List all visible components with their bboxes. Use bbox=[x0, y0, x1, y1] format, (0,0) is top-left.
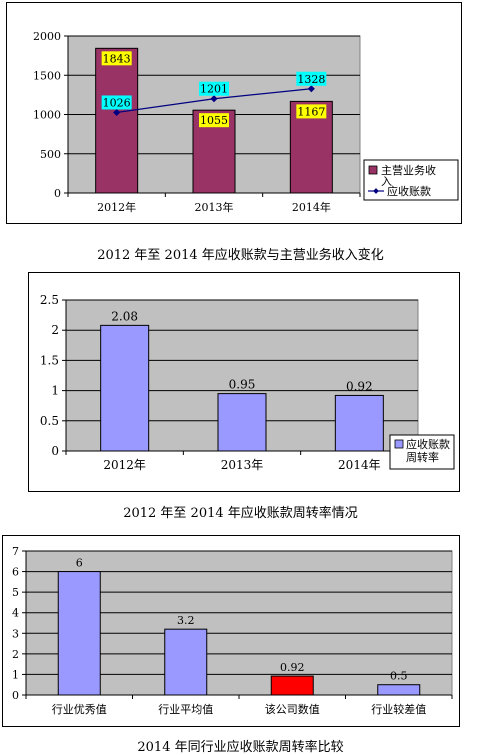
y-tick-label: 2.5 bbox=[40, 293, 59, 307]
chart-turnover-trend-svg: 0 0.5 1 1.5 2 2.5 2012年 2013年 2014年 2.08 0.95 0.92 应… bbox=[28, 272, 460, 492]
bar bbox=[334, 394, 384, 452]
data-label-bg bbox=[101, 51, 132, 66]
y-tick-label: 6 bbox=[12, 566, 19, 579]
data-label: 1328 bbox=[297, 73, 325, 86]
chart-revenue-receivables: 0 500 1000 1500 2000 2012年 2013年 2014年 1843 1055 1… bbox=[6, 2, 462, 224]
legend-box bbox=[363, 159, 459, 201]
x-tick-label: 该公司数值 bbox=[265, 702, 320, 716]
x-tick-label: 行业较差值 bbox=[371, 702, 426, 716]
y-tick-label: 0 bbox=[51, 444, 59, 458]
x-tick-label: 2013年 bbox=[221, 458, 264, 472]
data-label-bg bbox=[101, 95, 132, 110]
x-tick-label: 2012年 bbox=[97, 200, 136, 214]
bar bbox=[100, 324, 150, 452]
caption-industry-comparison: 2014 年同行业应收账款周转率比较 bbox=[137, 740, 344, 755]
line-point bbox=[113, 108, 121, 116]
x-tick-label: 2014年 bbox=[338, 458, 381, 472]
data-label-bg bbox=[296, 104, 327, 119]
y-tick-label: 0 bbox=[12, 689, 19, 702]
y-tick-label: 0.5 bbox=[40, 414, 59, 428]
value-label: 0.5 bbox=[390, 670, 408, 683]
bar bbox=[95, 47, 139, 194]
legend-label-turnover: 应收账款周转率 bbox=[406, 437, 450, 464]
value-label: 6 bbox=[76, 557, 83, 570]
y-tick-label: 4 bbox=[12, 607, 19, 620]
caption-revenue-receivables: 2012 年至 2014 年应收账款与主营业务收入变化 bbox=[97, 248, 384, 263]
bar bbox=[270, 675, 314, 696]
legend-marker-receivables bbox=[373, 188, 379, 194]
caption-turnover-trend: 2012 年至 2014 年应收账款周转率情况 bbox=[123, 506, 358, 521]
value-label: 3.2 bbox=[177, 614, 195, 627]
x-tick-label: 行业平均值 bbox=[158, 703, 213, 716]
y-tick-label: 1 bbox=[51, 384, 59, 398]
y-tick-label: 1500 bbox=[33, 69, 61, 82]
x-tick-label: 2013年 bbox=[195, 200, 234, 214]
bar bbox=[164, 628, 208, 696]
y-tick-label: 1 bbox=[12, 668, 19, 681]
y-tick-label: 1.5 bbox=[40, 353, 59, 367]
bar bbox=[377, 684, 421, 696]
bar bbox=[57, 571, 101, 696]
y-tick-label: 0 bbox=[54, 187, 61, 200]
chart-industry-comparison: 0 1 2 3 4 5 6 7 行业优秀值 行业平均值 该公司数值 行业较差值 6 3.2 0.92 0.5 bbox=[2, 535, 460, 727]
data-label-bg bbox=[296, 71, 327, 86]
chart-industry-comparison-svg: 0 1 2 3 4 5 6 7 行业优秀值 行业平均值 该公司数值 行业较差值 6 3.2 0.92 0.5 bbox=[2, 535, 460, 727]
data-label: 1055 bbox=[200, 114, 228, 127]
data-label: 1843 bbox=[103, 52, 131, 65]
y-tick-label: 7 bbox=[12, 545, 19, 558]
chart-turnover-trend: 0 0.5 1 1.5 2 2.5 2012年 2013年 2014年 2.08 0.95 0.92 应… bbox=[28, 272, 460, 492]
legend-label-revenue: 主营业务收入 bbox=[381, 163, 436, 188]
x-tick-label: 2012年 bbox=[103, 458, 146, 472]
bar bbox=[217, 393, 267, 452]
y-tick-label: 2000 bbox=[33, 30, 61, 43]
x-tick-label: 行业优秀值 bbox=[52, 703, 107, 716]
y-tick-label: 500 bbox=[40, 148, 61, 161]
y-tick-label: 1000 bbox=[33, 109, 61, 122]
data-label: 1026 bbox=[103, 96, 131, 109]
data-label: 1201 bbox=[200, 83, 228, 96]
legend-swatch-revenue bbox=[368, 165, 378, 175]
y-tick-label: 2 bbox=[51, 323, 59, 337]
data-label: 1167 bbox=[297, 105, 325, 118]
data-label-bg bbox=[199, 81, 229, 96]
legend-swatch-turnover bbox=[394, 439, 404, 449]
legend-label-receivables: 应收账款 bbox=[387, 184, 431, 198]
data-label-bg bbox=[199, 113, 229, 128]
y-tick-label: 2 bbox=[12, 648, 19, 661]
value-label: 0.92 bbox=[280, 661, 305, 674]
value-label: 0.95 bbox=[229, 378, 256, 392]
line-point bbox=[307, 85, 315, 93]
value-label: 0.92 bbox=[346, 379, 373, 393]
line-point bbox=[210, 95, 218, 103]
value-label: 2.08 bbox=[111, 309, 138, 323]
y-tick-label: 5 bbox=[12, 586, 19, 599]
y-tick-label: 3 bbox=[12, 627, 19, 640]
chart-revenue-receivables-svg: 0 500 1000 1500 2000 2012年 2013年 2014年 1843 1055 1… bbox=[6, 2, 462, 224]
x-tick-label: 2014年 bbox=[292, 200, 331, 214]
